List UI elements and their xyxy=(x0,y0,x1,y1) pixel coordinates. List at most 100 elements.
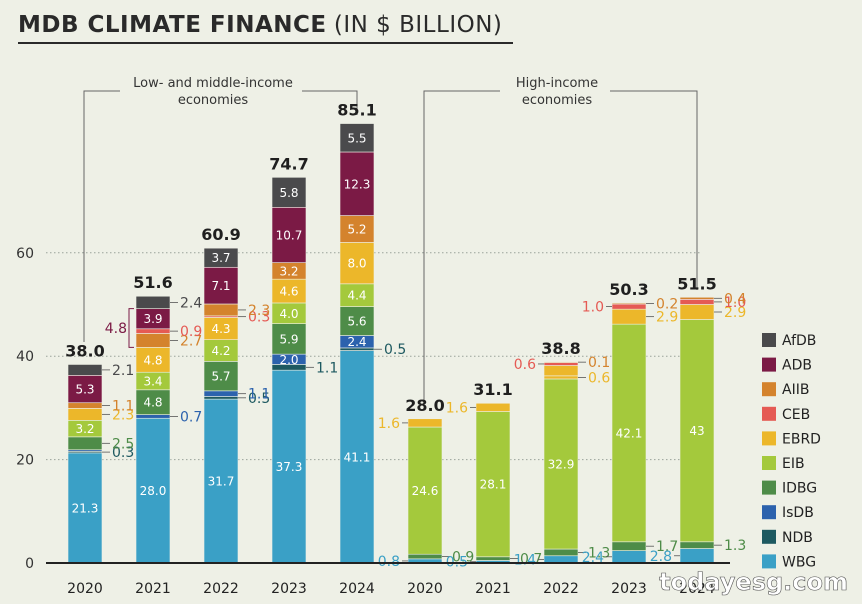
y-tick-label: 60 xyxy=(16,246,34,262)
data-label: 31.7 xyxy=(208,475,235,489)
bar-segment-idbg xyxy=(271,323,307,355)
bar-total-label: 50.3 xyxy=(609,280,648,299)
x-tick-label: 2023 xyxy=(271,581,307,597)
data-label: 3.4 xyxy=(143,375,162,389)
bar-segment-eib xyxy=(611,323,647,543)
bar-segment-eib xyxy=(407,426,443,555)
legend-swatch-wbg xyxy=(762,554,776,569)
bar-segment-ceb xyxy=(135,328,171,334)
group-label: High-income xyxy=(516,76,598,91)
data-label: 3.2 xyxy=(75,422,94,436)
y-tick-label: 0 xyxy=(25,556,34,572)
bracket-line xyxy=(128,308,134,348)
data-label: 2.3 xyxy=(248,303,270,319)
bar-segment-eib xyxy=(475,411,511,558)
chart-title: MDB CLIMATE FINANCE (IN $ BILLION) xyxy=(18,12,502,38)
data-label: 2.5 xyxy=(112,436,134,452)
bar-total-label: 60.9 xyxy=(201,225,240,244)
legend-label: CEB xyxy=(782,407,810,423)
legend-label: EIB xyxy=(782,456,805,472)
data-label: 1.0 xyxy=(724,295,746,311)
data-label: 1.6 xyxy=(446,400,468,416)
data-label: 4.0 xyxy=(279,307,298,321)
bar-total-label: 85.1 xyxy=(337,101,376,120)
x-tick-label: 2020 xyxy=(407,581,443,597)
data-label: 0.4 xyxy=(724,291,746,307)
legend-swatch-aiib xyxy=(762,382,776,397)
chart-title-unit: (IN $ BILLION) xyxy=(333,12,503,38)
data-label: 10.7 xyxy=(276,228,303,242)
data-label: 37.3 xyxy=(276,460,303,474)
legend-swatch-idbg xyxy=(762,480,776,495)
data-label: 21.3 xyxy=(72,501,99,515)
title-underline xyxy=(18,42,513,44)
x-tick-label: 2022 xyxy=(203,581,239,597)
legend-label: IsDB xyxy=(782,505,814,521)
legend-swatch-ceb xyxy=(762,406,776,421)
data-label: 2.9 xyxy=(656,310,678,326)
bar-segment-isdb xyxy=(135,414,171,419)
data-label: 2.4 xyxy=(180,295,202,311)
data-label: 5.5 xyxy=(347,131,366,145)
data-label: 0.2 xyxy=(656,296,678,312)
data-label: 0.6 xyxy=(514,357,536,373)
x-tick-label: 2024 xyxy=(339,581,375,597)
bar-segment-adb xyxy=(339,151,375,216)
bar-segment-aiib xyxy=(203,303,239,317)
x-tick-label: 2020 xyxy=(67,581,103,597)
data-label: 4.6 xyxy=(279,285,298,299)
data-label: 2.8 xyxy=(650,549,672,565)
data-label: 0.7 xyxy=(180,409,202,425)
bar-segment-ndb xyxy=(203,396,239,400)
bar-segment-idbg xyxy=(543,548,579,557)
data-label: 0.3 xyxy=(248,310,270,326)
data-label: 24.6 xyxy=(412,484,439,498)
legend-label: WBG xyxy=(782,554,816,570)
group-bracket xyxy=(83,90,120,342)
bar-segment-idbg xyxy=(135,389,171,415)
bar-segment-ebrd xyxy=(543,365,579,377)
bar-segment-afdb xyxy=(339,123,375,153)
group-bracket xyxy=(423,90,500,402)
data-label: 2.0 xyxy=(279,353,298,367)
data-label: 4.8 xyxy=(143,396,162,410)
chart-title-main: MDB CLIMATE FINANCE xyxy=(18,12,327,38)
data-label: 5.9 xyxy=(279,332,298,346)
data-label: 1.1 xyxy=(316,360,338,376)
bar-segment-aiib xyxy=(339,215,375,243)
data-label: 1.4 xyxy=(514,552,536,568)
bar-segment-ceb xyxy=(679,299,715,305)
bar-segment-idbg xyxy=(339,306,375,336)
data-label: 0.5 xyxy=(248,391,270,407)
legend-swatch-adb xyxy=(762,357,776,372)
bar-segment-ebrd xyxy=(407,418,443,428)
bar-segment-wbg xyxy=(203,398,239,564)
bar-total-label: 51.5 xyxy=(677,274,716,293)
data-label: 1.6 xyxy=(378,416,400,432)
data-label: 3.7 xyxy=(211,251,230,265)
data-label: 42.1 xyxy=(616,426,643,440)
bar-segment-adb xyxy=(67,375,103,404)
data-label: 1.1 xyxy=(248,387,270,403)
bar-segment-idbg xyxy=(679,541,715,549)
data-label: 4.2 xyxy=(211,344,230,358)
data-label: 2.4 xyxy=(347,335,366,349)
group-label: economies xyxy=(522,93,593,108)
data-label: 12.3 xyxy=(344,177,371,191)
bar-segment-ebrd xyxy=(679,304,715,320)
bar-segment-idbg xyxy=(475,556,511,561)
bar-segment-ceb xyxy=(611,303,647,310)
bar-segment-ebrd xyxy=(135,347,171,373)
data-label: 5.2 xyxy=(347,223,366,237)
bar-total-label: 38.0 xyxy=(65,341,104,360)
x-tick-label: 2024 xyxy=(679,581,715,597)
data-label: 5.8 xyxy=(279,186,298,200)
bar-total-label: 38.8 xyxy=(541,339,580,358)
x-tick-label: 2022 xyxy=(543,581,579,597)
bar-segment-afdb xyxy=(67,364,103,376)
bar-segment-idbg xyxy=(67,436,103,451)
data-label: 41.1 xyxy=(344,450,371,464)
legend-label: AfDB xyxy=(782,333,816,349)
group-bracket xyxy=(302,90,358,115)
